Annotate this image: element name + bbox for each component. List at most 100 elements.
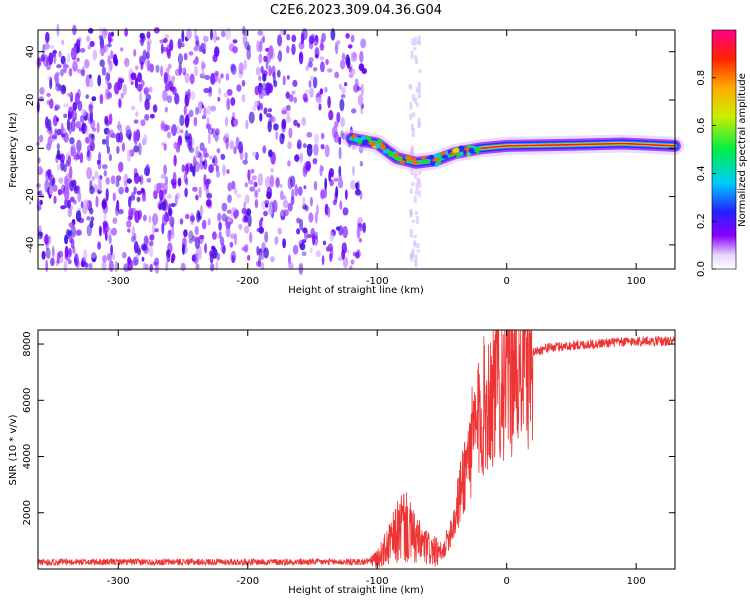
spectrogram-cell: [151, 223, 156, 235]
spectrogram-cell: [340, 117, 346, 128]
spectrogram-cell: [174, 194, 178, 206]
spectrogram-cell: [91, 133, 95, 142]
spectrogram-cell: [417, 82, 421, 91]
spectrogram-cell: [279, 209, 286, 221]
spectrogram-cell: [127, 228, 131, 233]
spectrogram-cell: [192, 165, 196, 177]
spectrogram-cell: [44, 42, 50, 50]
spectrogram-cell: [79, 114, 85, 124]
spectrogram-cell: [199, 153, 203, 163]
spectrogram-cell: [85, 94, 89, 99]
signal-blotch: [371, 141, 376, 147]
spectrogram-cell: [141, 256, 145, 262]
spectrogram-cell: [321, 255, 325, 266]
spectrogram-cell: [342, 226, 349, 239]
spectrogram-cell: [204, 74, 211, 81]
snr-xtick-label: -100: [366, 576, 389, 587]
spectrogram-cell: [358, 63, 365, 71]
spectrogram-cell: [47, 76, 51, 81]
spectrogram-cell: [314, 47, 320, 59]
spectrogram-cell: [291, 188, 295, 200]
spectrogram-cell: [357, 94, 364, 106]
spectrogram-ytick-label: -20: [25, 188, 36, 204]
spectrogram-cell: [282, 238, 286, 249]
spectrogram-cell: [216, 252, 221, 261]
spectrogram-cell: [320, 144, 325, 150]
spectrogram-cell: [333, 177, 339, 182]
spectrogram-cell: [89, 110, 94, 123]
spectrogram-cell: [277, 227, 282, 235]
spectrogram-cell: [306, 143, 313, 157]
spectrogram-cell: [414, 190, 418, 195]
spectrogram-cell: [107, 82, 112, 90]
spectrogram-cell: [181, 164, 186, 173]
spectrogram-cell: [257, 187, 261, 193]
spectrogram-cell: [262, 73, 267, 82]
spectrogram-cell: [287, 202, 293, 212]
spectrogram-cell: [304, 89, 311, 94]
spectrogram-cell: [192, 186, 198, 192]
spectrogram-cell: [89, 40, 95, 48]
spectrogram-cell: [212, 158, 216, 164]
spectrogram-cell: [184, 135, 191, 140]
spectrogram-cell: [314, 231, 318, 240]
spectrogram-cell: [64, 178, 71, 188]
spectrogram-cell: [247, 254, 251, 261]
spectrogram-cell: [106, 146, 110, 154]
spectrogram-cell: [319, 88, 324, 95]
spectrogram-cell: [67, 111, 72, 120]
spectrogram-cell: [149, 263, 153, 273]
spectrogram-cell: [231, 115, 235, 121]
spectrogram-cell: [253, 181, 258, 188]
snr-xtick-label: 0: [503, 576, 509, 587]
spectrogram-cell: [249, 231, 253, 244]
spectrogram-cell: [279, 183, 283, 188]
spectrogram-cell: [57, 164, 61, 171]
spectrogram-cell: [63, 113, 68, 119]
spectrogram-cell: [254, 100, 260, 107]
spectrogram-cell: [176, 125, 181, 135]
spectrogram-cell: [173, 154, 177, 167]
spectrogram-cell: [230, 180, 236, 190]
spectrogram-cell: [108, 235, 112, 244]
spectrogram-cell: [320, 189, 325, 199]
spectrogram-cell: [68, 222, 75, 228]
spectrogram-cell: [69, 196, 75, 203]
spectrogram-cell: [232, 39, 238, 44]
spectrogram-cell: [171, 253, 176, 262]
spectrogram-cell: [174, 93, 180, 105]
spectrogram-cell: [39, 87, 45, 95]
spectrogram-cell: [56, 143, 60, 150]
spectrogram-cell: [216, 170, 221, 178]
spectrogram-cell: [241, 94, 246, 103]
spectrogram-cell: [244, 225, 250, 234]
spectrogram-cell: [135, 253, 139, 265]
spectrogram-cell: [149, 234, 155, 241]
spectrogram-cell: [263, 247, 269, 259]
spectrogram-cell: [216, 234, 220, 239]
spectrogram-cell: [140, 61, 144, 70]
spectrogram-cell: [148, 215, 152, 224]
spectrogram-cell: [205, 152, 210, 158]
signal-blotch: [456, 154, 460, 158]
spectrogram-cell: [138, 55, 145, 63]
spectrogram-cell: [266, 191, 272, 200]
spectrogram-cell: [417, 41, 421, 46]
signal-blotch: [412, 157, 417, 162]
spectrogram-cell: [55, 82, 61, 92]
spectrogram-cell: [320, 61, 325, 73]
spectrogram-cell: [205, 199, 212, 207]
spectrogram-cell: [172, 86, 177, 96]
spectrogram-cell: [153, 183, 158, 192]
spectrogram-cell: [225, 73, 230, 81]
spectrogram-cell: [353, 57, 357, 62]
spectrogram-cell: [198, 101, 202, 115]
spectrogram-cell: [342, 256, 349, 269]
snr-ylabel: SNR (10 * v/v): [8, 414, 19, 485]
spectrogram-cell: [293, 119, 298, 127]
spectrogram-cell: [357, 216, 363, 224]
spectrogram-cell: [53, 195, 57, 204]
spectrogram-cell: [351, 108, 357, 114]
spectrogram-cell: [328, 110, 334, 121]
spectrogram-cell: [260, 262, 265, 271]
